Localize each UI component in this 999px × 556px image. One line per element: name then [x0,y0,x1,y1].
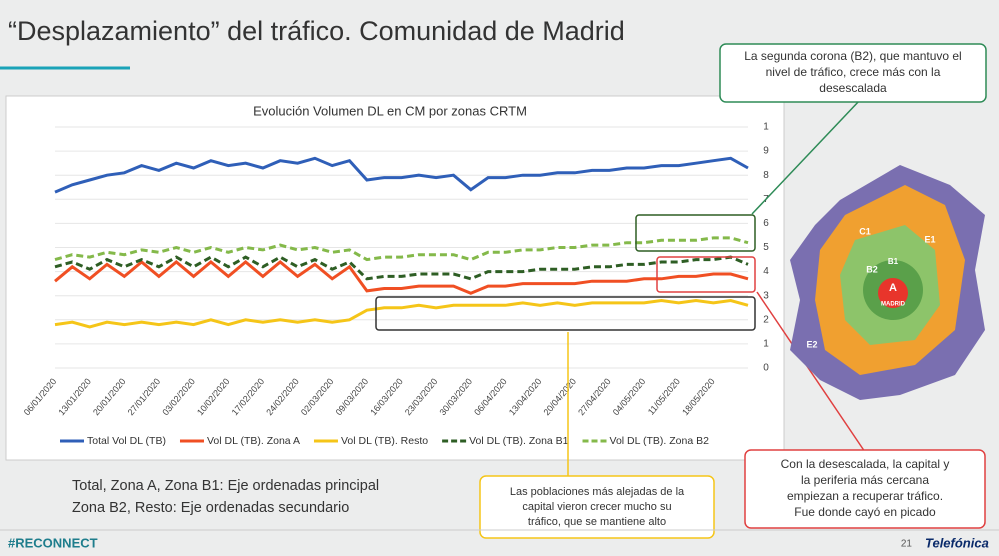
callout-box [479,475,715,539]
y-tick-label: 1 [763,339,769,350]
map-label: E2 [806,339,817,349]
callout-text: La segunda corona (B2), que mantuvo el [744,49,961,63]
map-label: C1 [859,226,871,236]
note: Total, Zona A, Zona B1: Eje ordenadas pr… [72,478,379,494]
callout-text: desescalada [819,81,887,95]
map-label: B2 [866,264,878,274]
callout-box [719,43,987,103]
brand: Telefónica [925,535,989,550]
page-number: 21 [901,539,913,550]
legend-label: Vol DL (TB). Resto [341,435,428,447]
y-tick-label: 0 [763,363,769,374]
slide-title: “Desplazamiento” del tráfico. Comunidad … [8,16,625,46]
series-line [54,298,749,329]
chart-title: Evolución Volumen DL en CM por zonas CRT… [253,103,527,118]
callout-text: Con la desescalada, la capital y [781,457,950,471]
y-tick-label: 6 [763,218,769,229]
map [790,165,985,400]
y-tick-label: 5 [763,242,769,253]
series-line [54,255,749,281]
footer-tag: #RECONNECT [8,535,98,550]
highlight-capital [656,256,756,293]
legend-label: Vol DL (TB). Zona B1 [469,435,569,447]
callout-text: Fue donde cayó en picado [794,505,936,519]
y-tick-label: 9 [763,146,769,157]
series-line [54,236,749,262]
map-label: E1 [924,234,935,244]
legend-label: Vol DL (TB). Zona B2 [610,435,710,447]
y-tick-label: 8 [763,170,769,181]
highlight-resto [375,296,756,331]
map-label: B1 [888,257,899,266]
map-label: A [889,282,897,294]
note: Zona B2, Resto: Eje ordenadas secundario [72,500,349,516]
legend-label: Total Vol DL (TB) [87,435,166,447]
series-line [54,156,749,194]
callout-box [744,449,986,529]
y-tick-label: 1 [763,122,769,133]
callout-text: nivel de tráfico, crece más con la [766,65,941,79]
y-tick-label: 2 [763,314,769,325]
arrow [751,99,861,215]
callout-text: empiezan a recuperar tráfico. [787,489,943,503]
y-tick-label: 3 [763,290,769,301]
callout-text: Las poblaciones más alejadas de la [510,486,685,498]
callout-text: capital vieron crecer mucho su [522,501,671,513]
arrow [756,291,866,453]
highlight-b2 [635,214,756,252]
y-tick-label: 4 [763,266,769,277]
callout-text: tráfico, que se mantiene alto [528,516,666,528]
series-line [54,260,749,295]
legend-label: Vol DL (TB). Zona A [207,435,300,447]
map-label: MADRID [881,302,906,308]
callout-text: la periferia más cercana [801,473,929,487]
